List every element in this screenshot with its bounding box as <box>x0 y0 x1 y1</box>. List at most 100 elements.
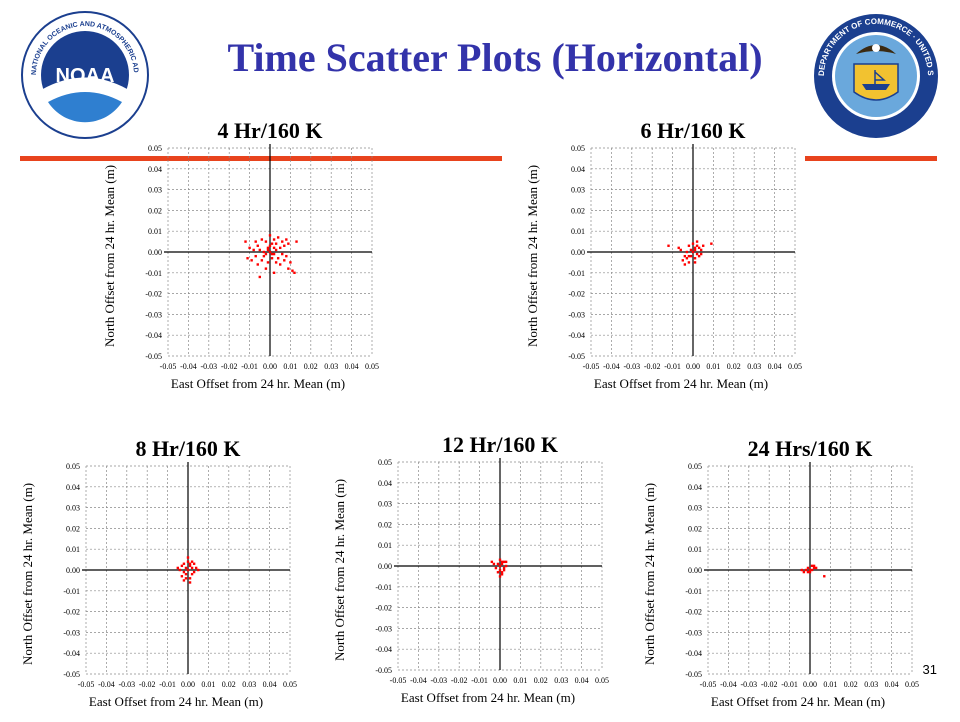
data-point <box>279 246 282 250</box>
x-tick-label: 0.03 <box>747 362 761 371</box>
data-point <box>285 254 288 258</box>
data-point <box>266 261 270 264</box>
scatter-plot-12hr: 12 Hr/160 K-0.05 -0.04 -0.03 -0.02 -0.01 0.00… <box>332 432 609 705</box>
data-point <box>184 577 188 580</box>
data-point <box>252 248 255 252</box>
data-point <box>281 240 284 243</box>
data-point <box>687 261 691 264</box>
data-point <box>184 572 188 576</box>
data-point <box>266 248 270 252</box>
data-point <box>295 240 298 243</box>
data-point <box>685 257 689 260</box>
data-point <box>270 257 274 260</box>
data-point <box>804 568 808 572</box>
chart-title: 12 Hr/160 K <box>442 432 558 457</box>
data-point <box>186 568 190 572</box>
y-tick-label: -0.01 <box>375 583 392 592</box>
y-axis-label: North Offset from 24 hr. Mean (m) <box>332 479 347 661</box>
x-tick-label: 0.04 <box>768 362 782 371</box>
data-point <box>685 250 689 254</box>
chart-title: 8 Hr/160 K <box>135 436 240 461</box>
x-tick-label: -0.01 <box>241 362 258 371</box>
x-tick-label: 0.02 <box>534 676 548 685</box>
y-tick-label: 0.04 <box>66 483 80 492</box>
x-tick-label: 0.02 <box>304 362 318 371</box>
data-point <box>276 236 280 239</box>
y-tick-label: 0.04 <box>571 165 585 174</box>
y-tick-label: 0.01 <box>378 541 392 550</box>
x-tick-label: 0.00 <box>493 676 507 685</box>
data-point <box>687 254 691 258</box>
y-tick-label: -0.04 <box>63 649 80 658</box>
data-point <box>695 244 699 247</box>
scatter-plot-4hr: 4 Hr/160 K-0.05 -0.04 -0.03 -0.02 -0.01 0.00 0… <box>102 118 379 391</box>
y-tick-label: 0.00 <box>571 248 585 257</box>
y-tick-label: -0.03 <box>145 310 162 319</box>
data-point <box>188 577 192 580</box>
data-point <box>264 252 268 256</box>
y-tick-label: 0.00 <box>148 248 162 257</box>
y-tick-label: -0.03 <box>685 628 702 637</box>
x-tick-label: -0.04 <box>603 362 620 371</box>
x-tick-label: 0.04 <box>885 680 899 689</box>
data-point <box>192 570 196 574</box>
data-point <box>190 572 194 576</box>
data-point <box>285 238 288 241</box>
data-point <box>274 242 278 245</box>
data-point <box>679 248 682 252</box>
data-point <box>502 560 506 564</box>
y-tick-label: -0.02 <box>145 290 162 299</box>
data-point <box>504 564 508 568</box>
data-point <box>274 261 278 264</box>
data-point <box>500 571 504 574</box>
chart-title: 24 Hrs/160 K <box>748 436 873 461</box>
data-point <box>256 244 259 247</box>
data-point <box>268 250 272 254</box>
data-point <box>289 261 292 264</box>
data-point <box>806 570 810 574</box>
data-point <box>188 564 192 568</box>
title-rule-right <box>805 156 937 161</box>
y-tick-label: 0.00 <box>688 566 702 575</box>
data-point <box>693 246 697 250</box>
y-tick-label: 0.04 <box>378 479 392 488</box>
y-tick-label: -0.01 <box>568 269 585 278</box>
y-tick-label: -0.02 <box>63 608 80 617</box>
scatter-plot-24hr: 24 Hrs/160 K-0.05 -0.04 -0.03 -0.02 -0.01 0.0… <box>642 436 919 709</box>
data-point <box>272 252 276 256</box>
data-point <box>188 562 192 565</box>
data-point <box>808 570 812 574</box>
data-point <box>677 246 680 250</box>
data-point <box>492 562 496 566</box>
data-point <box>687 244 691 247</box>
data-point <box>197 568 200 572</box>
x-tick-label: -0.03 <box>740 680 757 689</box>
data-point <box>274 248 278 252</box>
y-tick-label: -0.02 <box>568 290 585 299</box>
data-point <box>812 564 816 568</box>
data-point <box>810 568 814 572</box>
data-point <box>180 564 184 568</box>
x-tick-label: 0.02 <box>727 362 741 371</box>
y-tick-label: -0.04 <box>375 645 392 654</box>
data-point <box>498 564 502 568</box>
data-point <box>180 575 184 578</box>
data-point <box>182 570 186 574</box>
data-point <box>287 267 290 270</box>
data-point <box>810 564 814 568</box>
y-tick-label: 0.03 <box>378 500 392 509</box>
x-tick-label: 0.00 <box>181 680 195 689</box>
data-point <box>802 570 806 574</box>
data-point <box>178 568 182 572</box>
y-tick-label: 0.00 <box>66 566 80 575</box>
x-axis-label: East Offset from 24 hr. Mean (m) <box>594 376 768 391</box>
y-tick-label: -0.05 <box>685 670 702 679</box>
data-point <box>266 246 270 250</box>
data-point <box>272 246 276 250</box>
x-tick-label: 0.01 <box>201 680 215 689</box>
x-tick-label: 0.04 <box>345 362 359 371</box>
y-tick-label: 0.02 <box>571 206 585 215</box>
data-point <box>186 560 190 563</box>
x-tick-label: 0.01 <box>823 680 837 689</box>
y-tick-label: -0.02 <box>375 604 392 613</box>
